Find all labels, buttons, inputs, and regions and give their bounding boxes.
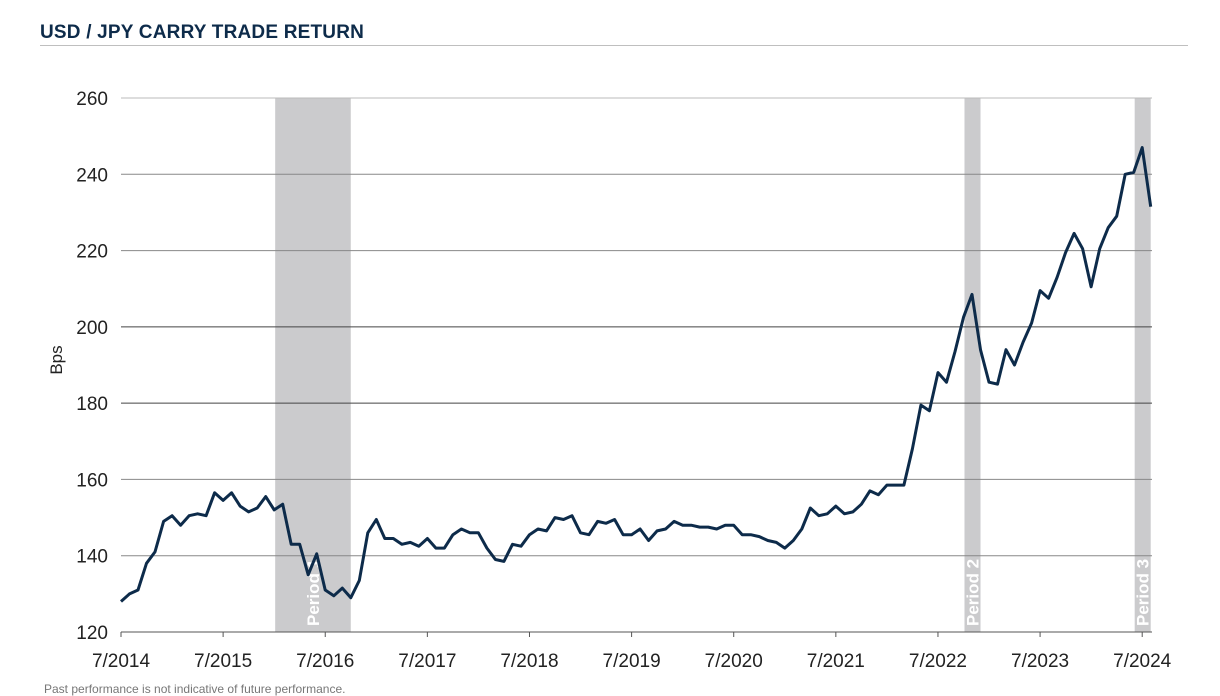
y-tick-label: 260 (76, 89, 108, 110)
y-axis-label: Bps (47, 345, 66, 374)
y-tick-label: 120 (76, 623, 108, 644)
period-band-2 (964, 98, 980, 632)
y-tick-label: 160 (76, 470, 108, 491)
x-tick-label: 7/2023 (1011, 651, 1069, 672)
y-tick-label: 240 (76, 165, 108, 186)
y-tick-label: 180 (76, 394, 108, 415)
x-tick-label: 7/2014 (92, 651, 151, 672)
x-tick-label: 7/2018 (500, 651, 558, 672)
y-tick-label: 200 (76, 318, 108, 339)
y-tick-label: 220 (76, 242, 108, 263)
x-tick-label: 7/2020 (705, 651, 763, 672)
footer-disclaimer: Past performance is not indicative of fu… (44, 682, 345, 696)
period-label-2: Period 2 (964, 559, 983, 626)
y-tick-label: 140 (76, 547, 108, 568)
x-tick-label: 7/2016 (296, 651, 354, 672)
period-label-3: Period 3 (1134, 559, 1153, 626)
x-tick-label: 7/2019 (603, 651, 661, 672)
x-tick-label: 7/2022 (909, 651, 967, 672)
x-tick-label: 7/2024 (1113, 651, 1172, 672)
x-tick-label: 7/2015 (194, 651, 252, 672)
x-tick-label: 7/2021 (807, 651, 865, 672)
period-band-3 (1135, 98, 1151, 632)
period-band-1 (275, 98, 351, 632)
x-tick-label: 7/2017 (398, 651, 456, 672)
